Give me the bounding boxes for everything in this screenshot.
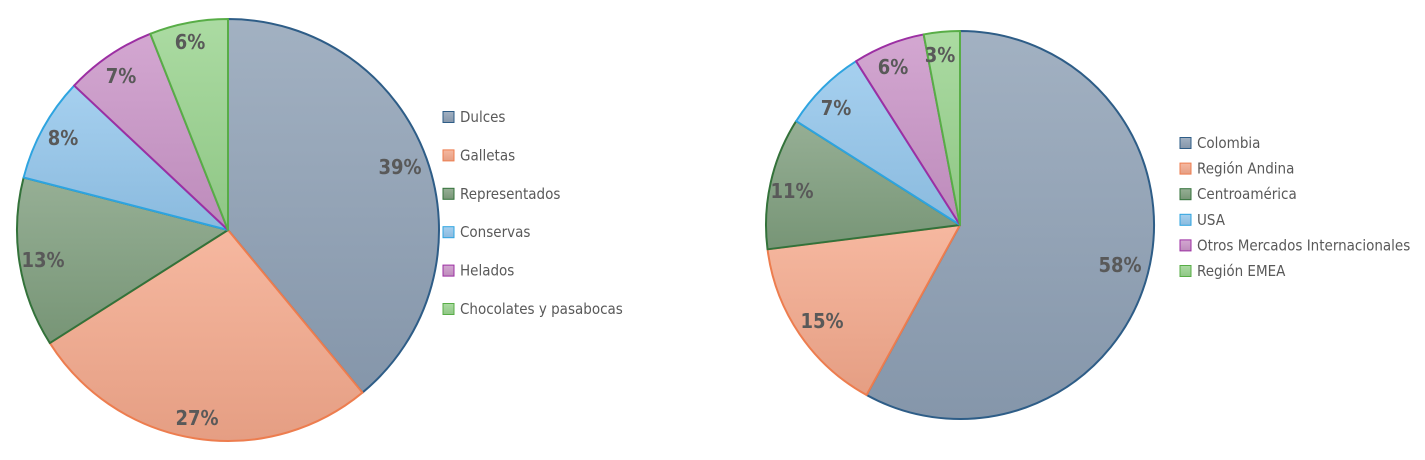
data-label-dulces: 39%	[378, 155, 421, 179]
pie-slice-chocolates-y-pasabocas	[149, 18, 229, 231]
legend-swatch	[1179, 188, 1192, 201]
legend-item-usa: USA	[1179, 211, 1226, 229]
legend-item-helados: Helados	[442, 262, 514, 280]
legend-item-representados: Representados	[442, 185, 560, 203]
legend-label: Conservas	[460, 223, 530, 241]
pie-slice-dulces	[227, 18, 440, 394]
data-label-chocolates-y-pasabocas: 6%	[175, 30, 206, 54]
pie-slice-galletas	[48, 229, 364, 442]
data-labels: 39% 27% 13% 8% 7% 6%	[21, 30, 421, 430]
legend-label: USA	[1197, 211, 1226, 229]
pie-slices	[16, 18, 440, 442]
legend-swatch	[1179, 213, 1192, 226]
legend-label: Helados	[460, 262, 514, 280]
pie-slice-region-andina	[766, 224, 961, 396]
legend-swatch	[442, 226, 455, 239]
legend-swatch	[442, 264, 455, 277]
legend-swatch	[1179, 265, 1192, 277]
legend-label: Colombia	[1197, 134, 1260, 152]
pie-slice-region-emea	[922, 30, 961, 226]
pie-slice-colombia	[865, 30, 1155, 420]
data-label-conservas: 8%	[48, 126, 79, 150]
legend-item-otros-mercados-internacionales: Otros Mercados Internacionales	[1179, 236, 1410, 254]
pie-slice-representados	[16, 176, 229, 345]
legend-item-galletas: Galletas	[442, 146, 515, 164]
legend-item-conservas: Conservas	[442, 223, 530, 241]
legend-label: Chocolates y pasabocas	[460, 300, 623, 318]
legend-swatch	[442, 149, 455, 162]
data-label-representados: 13%	[21, 248, 64, 272]
data-label-galletas: 27%	[175, 406, 218, 430]
legend-item-centroamerica: Centroamérica	[1179, 185, 1297, 203]
legend-swatch	[442, 303, 455, 315]
data-label-otros-mercados-internacionales: 6%	[878, 55, 909, 79]
legend-swatch	[1179, 137, 1192, 149]
legend-swatch	[1179, 162, 1192, 175]
legend-label: Representados	[460, 185, 560, 203]
data-label-centroamerica: 11%	[770, 179, 813, 203]
legend-swatch	[442, 111, 455, 123]
legend-item-chocolates-y-pasabocas: Chocolates y pasabocas	[442, 300, 623, 318]
legend: Dulces Galletas Representados Conservas Hela…	[442, 108, 623, 318]
pie-chart-markets: 58% 15% 11% 7% 6% 3% Colombia Región Andina Cent…	[765, 30, 1410, 420]
data-label-colombia: 58%	[1098, 253, 1141, 277]
legend-label: Región Andina	[1197, 160, 1294, 178]
legend-item-colombia: Colombia	[1179, 134, 1260, 152]
legend-label: Otros Mercados Internacionales	[1197, 236, 1410, 254]
legend-swatch	[1179, 239, 1192, 252]
legend-item-dulces: Dulces	[442, 108, 505, 126]
data-label-region-andina: 15%	[800, 309, 843, 333]
pie-slice-conservas	[22, 84, 229, 231]
legend-item-region-andina: Región Andina	[1179, 160, 1294, 178]
data-label-region-emea: 3%	[925, 43, 956, 67]
pie-slice-centroamerica	[765, 120, 961, 251]
legend-label: Región EMEA	[1197, 262, 1286, 280]
legend-item-region-emea: Región EMEA	[1179, 262, 1286, 280]
legend-label: Centroamérica	[1197, 185, 1297, 203]
pie-chart-products: 39% 27% 13% 8% 7% 6% Dulces Galletas Representad…	[16, 18, 623, 442]
pie-slices	[765, 30, 1155, 420]
legend-label: Galletas	[460, 146, 515, 164]
legend: Colombia Región Andina Centroamérica USA Otr…	[1179, 134, 1410, 280]
data-label-helados: 7%	[106, 64, 137, 88]
legend-label: Dulces	[460, 108, 505, 126]
data-labels: 58% 15% 11% 7% 6% 3%	[770, 43, 1141, 333]
data-label-usa: 7%	[821, 96, 852, 120]
legend-swatch	[442, 187, 455, 200]
